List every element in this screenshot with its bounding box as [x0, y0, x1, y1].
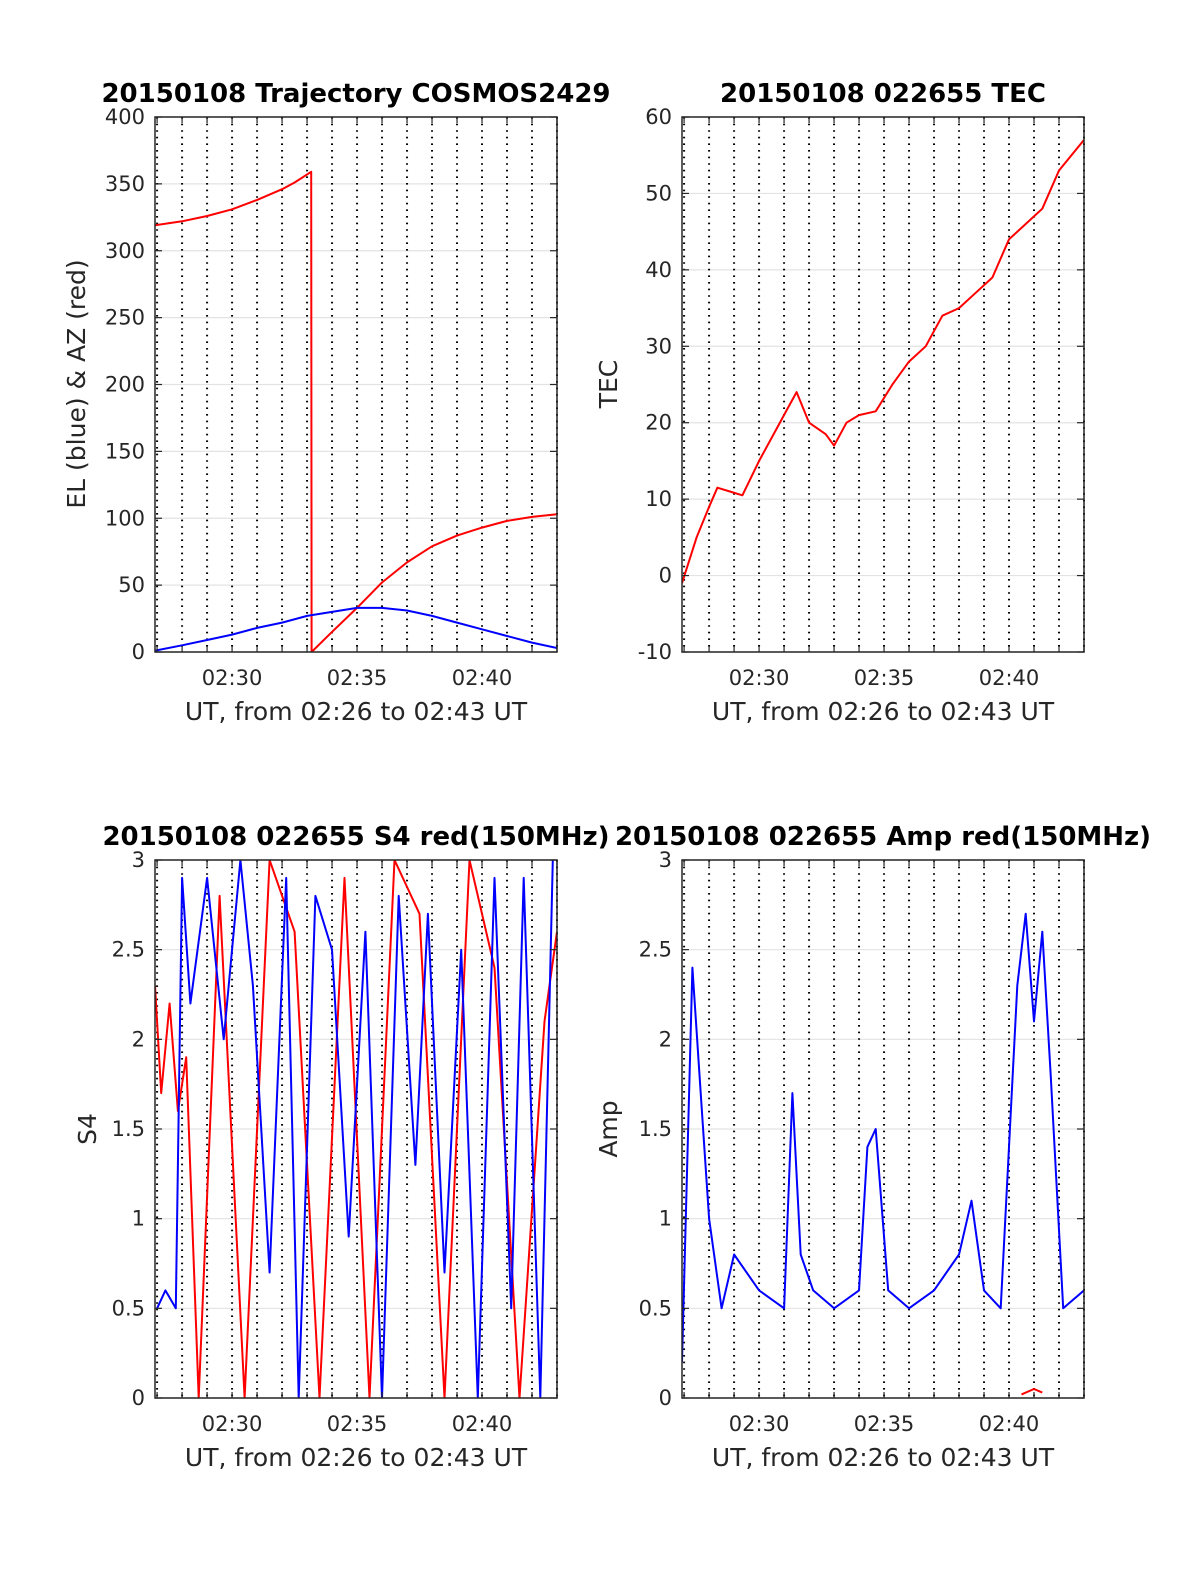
- chart-panel-1: 0 50 100 150 200 250 300 350 400 02:30 02:35 02:40 U…: [62, 79, 611, 726]
- y-tick-label: 20: [645, 411, 672, 435]
- chart-panel-4: 0 0.5 1 1.5 2 2.5 3 02:30 02:35 02:40 UT, from 02:…: [594, 822, 1151, 1472]
- series-line-2: [155, 606, 557, 652]
- y-tick-label: 10: [645, 487, 672, 511]
- y-tick-label: 1: [132, 1207, 145, 1231]
- y-axis-label: TEC: [594, 360, 623, 410]
- y-tick-label: 50: [645, 181, 672, 205]
- x-tick-label: 02:30: [729, 1412, 790, 1436]
- y-tick-label: 350: [105, 172, 145, 196]
- chart-panel-3: 0 0.5 1 1.5 2 2.5 3 02:30 02:35 02:40 UT, from 02:…: [73, 822, 610, 1472]
- chart-title: 20150108 022655 Amp red(150MHz): [615, 822, 1151, 852]
- y-tick-label: 3: [132, 848, 145, 872]
- y-tick-label: 2: [659, 1027, 672, 1051]
- series-line-1: [155, 860, 557, 1398]
- y-tick-label: 400: [105, 105, 145, 129]
- series-line-1: [155, 170, 557, 652]
- y-tick-label: 60: [645, 105, 672, 129]
- y-tick-label: 40: [645, 258, 672, 282]
- x-tick-label: 02:35: [854, 666, 915, 690]
- y-tick-label: 2: [132, 1027, 145, 1051]
- series-line-1: [682, 912, 1084, 1363]
- chart-title: 20150108 022655 TEC: [720, 79, 1046, 109]
- y-tick-label: -10: [638, 640, 672, 664]
- y-tick-label: 2.5: [112, 938, 145, 962]
- x-axis-label: UT, from 02:26 to 02:43 UT: [712, 697, 1055, 726]
- y-tick-label: 250: [105, 306, 145, 330]
- x-axis-label: UT, from 02:26 to 02:43 UT: [712, 1443, 1055, 1472]
- y-tick-label: 0: [659, 1386, 672, 1410]
- x-tick-label: 02:35: [854, 1412, 915, 1436]
- x-tick-label: 02:40: [979, 666, 1040, 690]
- x-tick-label: 02:30: [729, 666, 790, 690]
- plot-area: [682, 117, 1084, 652]
- chart-title: 20150108 Trajectory COSMOS2429: [101, 79, 610, 109]
- y-tick-label: 200: [105, 373, 145, 397]
- y-tick-label: 0.5: [112, 1296, 145, 1320]
- x-tick-label: 02:35: [327, 1412, 388, 1436]
- chart-title: 20150108 022655 S4 red(150MHz): [102, 822, 609, 852]
- x-tick-label: 02:30: [202, 1412, 263, 1436]
- y-tick-label: 150: [105, 439, 145, 463]
- axes-box: [681, 116, 1085, 653]
- y-tick-label: 50: [118, 573, 145, 597]
- series-line-2: [1021, 1388, 1043, 1396]
- y-tick-label: 0: [132, 1386, 145, 1410]
- x-axis-label: UT, from 02:26 to 02:43 UT: [185, 1443, 528, 1472]
- y-tick-label: 300: [105, 239, 145, 263]
- y-tick-label: 1: [659, 1207, 672, 1231]
- y-tick-label: 1.5: [112, 1117, 145, 1141]
- x-tick-label: 02:40: [452, 1412, 513, 1436]
- x-tick-label: 02:40: [979, 1412, 1040, 1436]
- y-tick-label: 100: [105, 506, 145, 530]
- y-tick-label: 30: [645, 334, 672, 358]
- y-axis-label: S4: [73, 1113, 102, 1145]
- x-tick-label: 02:30: [202, 666, 263, 690]
- x-axis-label: UT, from 02:26 to 02:43 UT: [185, 697, 528, 726]
- y-axis-label: Amp: [594, 1100, 623, 1157]
- y-tick-label: 2.5: [639, 938, 672, 962]
- y-tick-label: 0.5: [639, 1296, 672, 1320]
- y-tick-label: 0: [659, 564, 672, 588]
- series-line-1: [682, 139, 1084, 584]
- x-tick-label: 02:35: [327, 666, 388, 690]
- chart-panel-2: -10 0 10 20 30 40 50 60 02:30 02:35 02:40 UT, from …: [594, 79, 1085, 726]
- y-tick-label: 1.5: [639, 1117, 672, 1141]
- x-tick-label: 02:40: [452, 666, 513, 690]
- y-tick-label: 0: [132, 640, 145, 664]
- series-line-2: [156, 860, 554, 1398]
- y-axis-label: EL (blue) & AZ (red): [62, 259, 91, 508]
- y-tick-label: 3: [659, 848, 672, 872]
